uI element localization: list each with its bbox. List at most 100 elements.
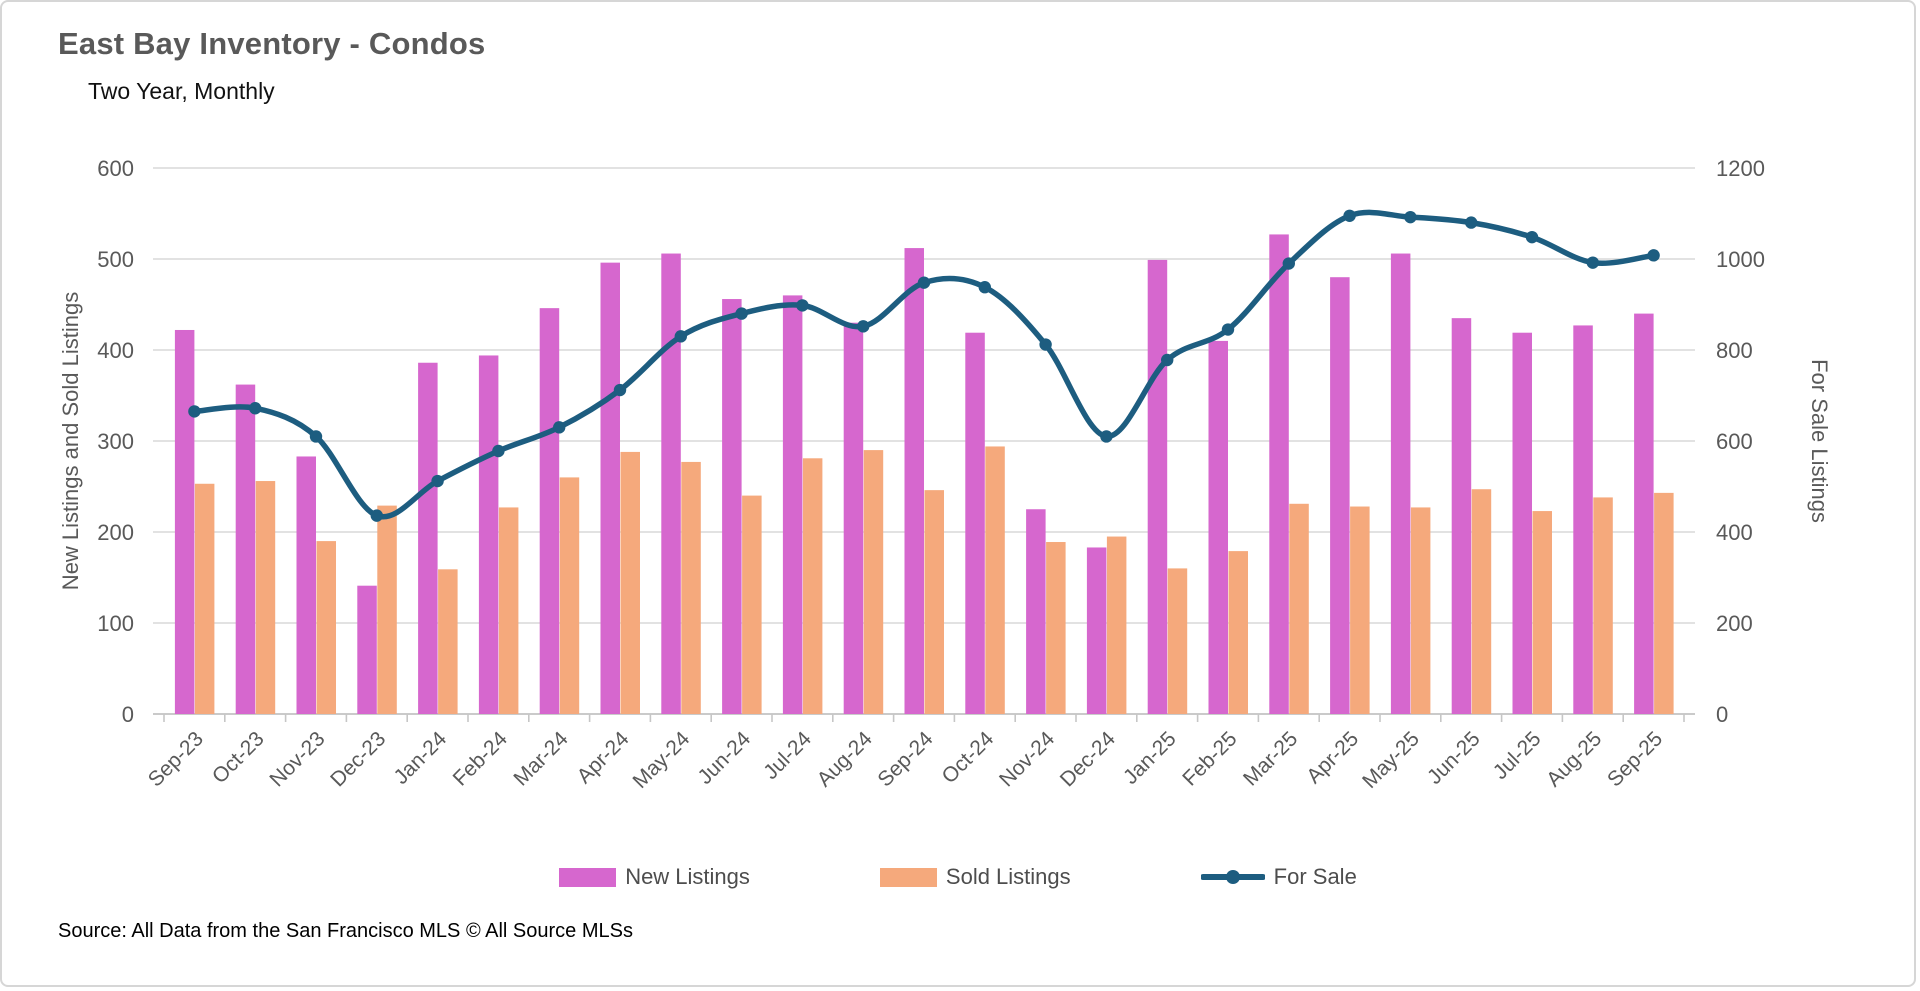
bar-sold-listings [985,446,1005,714]
for-sale-marker [370,509,383,522]
bar-sold-listings [1593,497,1613,714]
bar-sold-listings [742,495,762,714]
x-axis-tick-label: Apr-25 [1302,727,1363,788]
bar-new-listings [843,322,864,714]
bar-sold-listings [377,505,397,714]
for-sale-marker [917,276,931,289]
x-axis-tick-label: Aug-24 [813,727,877,791]
y-axis-right-tick-label: 1000 [1716,247,1765,272]
x-axis-tick-label: Mar-24 [509,727,573,791]
x-axis-tick-label: Jun-25 [1423,727,1485,789]
bar-sold-listings [1532,511,1552,714]
bar-new-listings [1147,259,1168,714]
legend-label-for-sale: For Sale [1273,864,1357,889]
y-axis-left-title: New Listings and Sold Listings [58,292,83,590]
chart-legend: New Listings Sold Listings For Sale [2,864,1914,890]
x-axis-tick-label: Aug-25 [1542,727,1606,791]
for-sale-marker [1039,338,1052,351]
x-axis-tick-label: Jan-24 [389,727,451,789]
x-axis-tick-label: Oct-24 [938,727,999,788]
x-axis-tick-label: Dec-24 [1056,727,1120,791]
x-axis-tick-label: Nov-24 [995,727,1059,791]
for-sale-marker [431,474,444,488]
y-axis-right-tick-label: 400 [1716,520,1753,545]
bar-sold-listings [1410,507,1431,714]
bar-sold-listings [1350,506,1370,714]
bar-sold-listings [498,507,519,714]
bar-new-listings [1269,234,1289,714]
y-axis-right-tick-label: 0 [1716,702,1728,727]
for-sale-marker [1465,216,1478,229]
bar-new-listings [235,384,256,714]
bar-sold-listings [316,541,336,714]
bar-sold-listings [559,477,580,714]
x-axis-tick-label: May-25 [1358,727,1424,793]
for-sale-marker [1221,323,1235,336]
x-axis-tick-label: May-24 [629,727,695,793]
for-sale-marker [1343,209,1356,222]
bar-new-listings [782,295,803,714]
bar-new-listings [722,299,742,714]
chart-subtitle: Two Year, Monthly [88,78,275,104]
for-sale-marker [735,307,748,320]
bar-sold-listings [438,569,458,714]
bar-new-listings [1451,318,1472,714]
legend-label-new-listings: New Listings [625,864,750,889]
bar-sold-listings [802,458,823,714]
bar-new-listings [1390,253,1411,715]
bar-new-listings [1330,277,1350,714]
bar-new-listings [1573,325,1593,714]
y-axis-right-tick-label: 600 [1716,429,1753,454]
for-sale-marker [674,330,687,343]
x-axis-tick-label: Jun-24 [693,727,755,789]
bar-sold-listings [1167,568,1188,714]
x-axis-tick-label: Jan-25 [1119,727,1181,789]
bar-new-listings [418,362,438,714]
for-sale-marker [613,383,627,397]
legend-label-sold-listings: Sold Listings [945,864,1071,889]
y-axis-left-tick-label: 500 [97,247,134,272]
y-axis-right-tick-label: 1200 [1716,156,1765,181]
y-axis-right-tick-label: 200 [1716,611,1753,636]
bar-new-listings [1086,547,1107,714]
legend-item-sold-listings: Sold Listings [879,864,1071,890]
x-axis-tick-label: Nov-23 [265,727,329,791]
x-axis-tick-label: Jul-24 [759,727,816,784]
x-axis-tick-label: Sep-25 [1603,727,1667,791]
bar-new-listings [357,585,377,714]
bar-new-listings [296,456,316,714]
legend-item-new-listings: New Listings [559,864,750,890]
bar-new-listings [539,308,560,714]
x-axis-tick-label: Dec-23 [326,727,390,791]
x-axis-tick-label: Sep-24 [873,727,937,791]
for-sale-marker [1586,256,1600,269]
bar-new-listings [1512,332,1532,714]
y-axis-left-tick-label: 600 [97,156,134,181]
for-sale-marker [1282,257,1296,270]
y-axis-left-tick-label: 300 [97,429,134,454]
y-axis-left-tick-label: 0 [122,702,134,727]
for-sale-marker [1161,353,1174,367]
y-axis-left-tick-label: 400 [97,338,134,363]
bar-sold-listings [620,451,640,714]
for-sale-marker [1647,249,1660,262]
legend-swatch-sold-listings [879,867,937,887]
source-note: Source: All Data from the San Francisco … [58,920,633,942]
x-axis-tick-label: Feb-24 [449,727,513,791]
bar-sold-listings [681,461,701,714]
legend-swatch-new-listings [559,867,617,887]
y-axis-left-tick-label: 200 [97,520,134,545]
bar-new-listings [174,329,195,714]
bar-sold-listings [255,481,276,714]
bar-sold-listings [863,450,884,714]
y-axis-left-tick-label: 100 [97,611,134,636]
for-sale-marker [978,281,991,294]
chart-plot-area: 0 100 200 300 400 500 600 0 200 400 600 800 1000 1200… [42,114,1862,854]
bar-sold-listings [1106,536,1127,714]
x-axis-tick-label: Oct-23 [208,727,269,788]
bar-sold-listings [924,490,944,714]
for-sale-marker [1525,230,1539,244]
for-sale-marker [553,421,566,434]
y-axis-right-title: For Sale Listings [1807,359,1832,523]
